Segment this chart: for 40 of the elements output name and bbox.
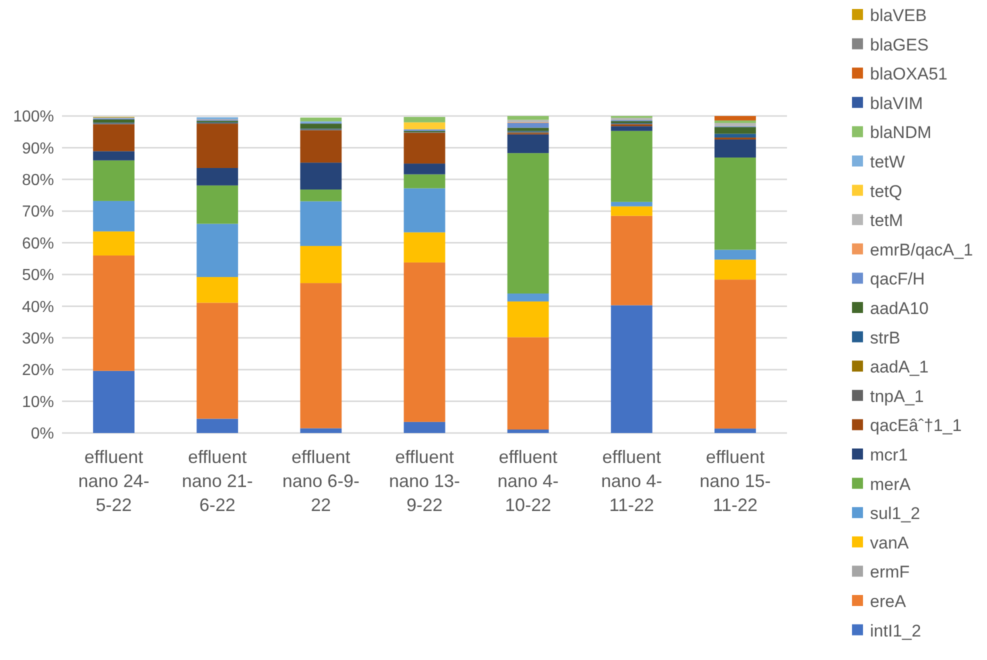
legend-label: qacF/H <box>870 270 925 289</box>
legend-label: tetM <box>870 211 904 230</box>
legend-label: sul1_2 <box>870 504 920 524</box>
legend-label: mcr1 <box>870 445 908 464</box>
x-tick-label: effluent nano 15-11-22 <box>700 447 771 515</box>
x-tick-label: effluent nano 4-10-22 <box>498 447 559 515</box>
legend-label: tetW <box>870 152 905 172</box>
legend-label: blaVEB <box>870 6 927 25</box>
y-tick-label: 40% <box>22 298 54 316</box>
legend-label: tetQ <box>870 182 902 201</box>
y-tick-label: 50% <box>22 267 54 284</box>
legend-label: blaNDM <box>870 123 932 142</box>
y-tick-label: 0% <box>30 426 54 443</box>
legend-label: qacEâˆ†1_1 <box>870 416 962 436</box>
y-tick-label: 30% <box>22 330 54 348</box>
legend-label: tnpA_1 <box>870 386 924 406</box>
x-tick-label: effluent nano 4-11-22 <box>601 447 662 515</box>
y-tick-label: 90% <box>22 140 54 158</box>
y-tick-label: 10% <box>22 394 54 411</box>
legend-label: strB <box>870 328 900 348</box>
legend-label: blaOXA51 <box>870 64 948 84</box>
y-tick-label: 20% <box>22 362 54 380</box>
legend-label: aadA10 <box>870 298 929 318</box>
x-tick-label: effluent nano 24-5-22 <box>78 447 150 515</box>
legend-label: blaVIM <box>870 94 923 113</box>
legend-label: aadA_1 <box>870 358 929 377</box>
x-tick-label: effluent nano 13-9-22 <box>388 447 460 515</box>
legend-label: merA <box>870 474 912 494</box>
x-tick-label: effluent nano 21-6-22 <box>182 447 253 515</box>
legend-label: vanA <box>870 533 910 552</box>
y-tick-label: 80% <box>22 172 54 189</box>
legend-label: emrB/qacA_1 <box>870 240 973 260</box>
legend-label: ereA <box>870 592 907 611</box>
legend-label: intI1_2 <box>870 621 922 640</box>
y-tick-label: 60% <box>22 235 54 252</box>
x-tick-label: effluent nano 6-9-22 <box>282 447 360 515</box>
legend-label: blaGES <box>870 35 929 54</box>
legend-label: ermF <box>870 562 910 582</box>
y-tick-label: 100% <box>13 108 54 126</box>
y-tick-label: 70% <box>22 204 54 221</box>
